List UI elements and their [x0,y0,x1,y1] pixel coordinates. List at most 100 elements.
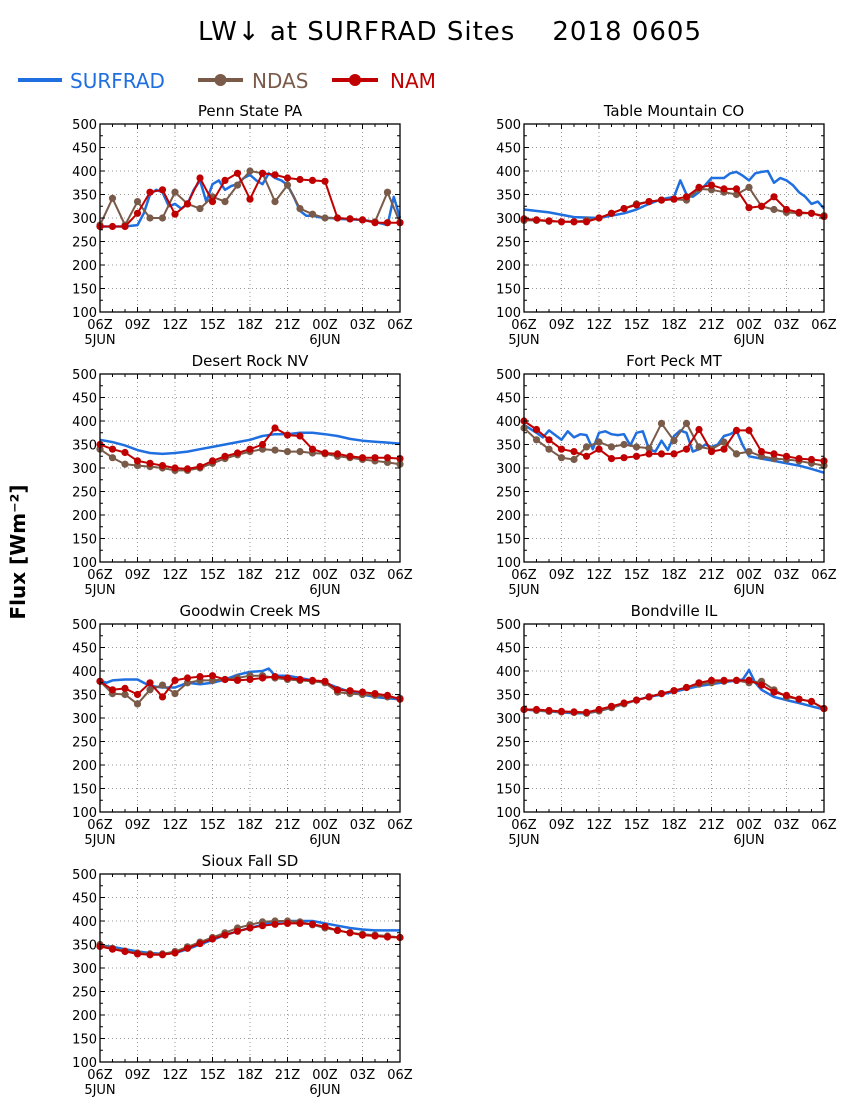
data-point-nam [271,171,279,179]
series-nam [96,424,404,473]
data-point-nam [171,949,179,957]
x-tick-label: 00Z [736,318,762,333]
grid [524,124,824,312]
y-tick-label: 150 [72,1033,97,1048]
x-tick-label: 06Z [811,318,837,333]
x-tick-label: 21Z [699,318,725,333]
series-surfrad [99,431,401,456]
data-point-nam [346,215,354,223]
x-tick-label: 09Z [125,1068,151,1083]
y-tick-label: 100 [72,806,97,821]
data-point-nam [682,445,691,453]
x-date-label: 5JUN [84,333,115,348]
data-point-nam [757,202,766,210]
x-tick-label: 21Z [275,318,301,333]
data-point-ndas [296,205,304,213]
data-point-nam [158,186,167,194]
grid [100,374,400,562]
x-tick-label: 15Z [200,318,226,333]
data-point-ndas [607,443,616,451]
y-tick-label: 200 [496,259,521,274]
y-axis: 100 150 200 250 300 350 400 450 500 [496,118,824,321]
legend-swatch-marker [214,74,227,86]
y-tick-label: 400 [72,665,97,680]
data-point-ndas [133,700,142,708]
y-tick-label: 400 [72,915,97,930]
x-tick-label: 21Z [275,1068,301,1083]
page-title: LW↓ at SURFRAD Sites 2018 0605 [198,17,702,47]
data-point-nam [158,693,167,701]
data-point-nam [258,440,267,449]
y-tick-label: 450 [72,892,97,907]
data-point-nam [308,920,317,928]
x-tick-label: 06Z [511,818,537,833]
data-point-nam [632,696,641,704]
series-surfrad [523,169,825,220]
data-point-nam [321,449,329,457]
x-tick-label: 03Z [350,318,376,333]
data-point-nam [745,204,753,212]
data-point-nam [732,426,741,434]
data-point-ndas [108,194,117,202]
data-point-nam [670,195,678,203]
x-tick-label: 09Z [125,568,151,583]
y-tick-label: 500 [72,868,97,883]
data-point-nam [258,674,267,682]
series-nam [96,672,404,703]
x-tick-label: 12Z [162,1068,188,1083]
data-point-nam [333,450,342,458]
data-point-ndas [158,681,167,689]
data-point-nam [807,209,816,217]
data-point-nam [620,205,628,213]
y-tick-label: 300 [72,962,97,977]
data-point-nam [682,683,691,692]
data-point-nam [133,457,142,465]
y-tick-label: 200 [72,509,97,524]
data-point-nam [233,169,242,177]
series-line-surfrad [523,423,825,474]
data-point-ndas [570,455,578,464]
data-point-nam [171,464,179,472]
data-point-nam [296,432,304,440]
data-point-nam [308,676,317,685]
x-tick-label: 18Z [661,318,687,333]
y-tick-label: 400 [72,165,97,180]
data-point-ndas [383,188,392,196]
x-tick-label: 15Z [200,818,226,833]
series-ndas [96,167,404,229]
y-tick-label: 350 [72,439,97,454]
x-tick-label: 15Z [624,318,650,333]
data-point-nam [782,452,791,460]
x-tick-label: 09Z [549,818,575,833]
x-tick-label: 06Z [387,568,413,583]
data-point-nam [283,674,292,682]
y-tick-label: 350 [72,939,97,954]
y-tick-label: 250 [496,736,521,751]
y-axis: 100 150 200 250 300 350 400 450 500 [496,618,824,821]
data-point-nam [782,691,791,700]
data-point-nam [607,702,616,710]
data-point-nam [321,177,329,185]
x-tick-label: 15Z [200,1068,226,1083]
data-point-nam [358,688,367,696]
data-point-nam [682,193,691,201]
legend-item-surfrad: SURFRAD [18,69,165,93]
data-point-nam [346,687,354,695]
data-point-nam [233,676,242,685]
x-tick-label: 03Z [774,818,800,833]
data-point-nam [146,679,154,687]
y-tick-label: 150 [72,283,97,298]
x-date-label: 6JUN [309,833,340,848]
chart-panel-2: Table Mountain CO 100 150 200 250 300 350 400 45… [496,102,837,348]
data-point-ndas [595,438,603,446]
x-tick-label: 03Z [350,1068,376,1083]
x-tick-label: 06Z [511,318,537,333]
x-tick-label: 06Z [387,318,413,333]
x-date-label: 5JUN [84,1083,115,1098]
y-tick-label: 350 [72,689,97,704]
data-point-nam [146,951,154,959]
y-tick-label: 350 [496,439,521,454]
